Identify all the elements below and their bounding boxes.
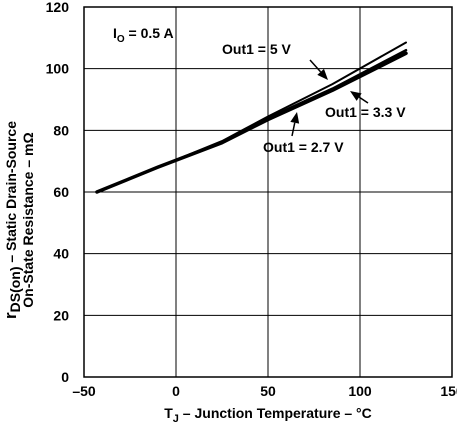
series-line [95,51,408,194]
x-tick-label: 0 [172,383,180,399]
arrow-line [291,122,296,137]
y-tick-label: 100 [46,61,70,77]
arrow-line [309,59,322,73]
arrow-head [290,112,300,124]
annotation-arrows [290,59,369,137]
series-group [95,41,408,194]
arrow-head [350,91,362,101]
arrow-head [317,68,328,80]
condition-label: IO = 0.5 A [113,25,174,45]
y-axis-label-line1: rDS(on) – Static Drain-Source [1,121,23,319]
arrow-line [358,96,369,104]
x-axis-label: TJ – Junction Temperature – °C [164,405,372,424]
series-label-out1-5v: Out1 = 5 V [222,41,292,57]
x-tick-label: –50 [72,383,96,399]
y-tick-label: 0 [61,369,69,385]
series-label-out1-3v3: Out1 = 3.3 V [325,104,406,120]
y-tick-label: 60 [53,184,69,200]
y-axis-label-line2: On-State Resistance – mΩ [20,132,36,307]
y-tick-label: 20 [53,307,69,323]
y-tick-label: 80 [53,122,69,138]
x-tick-label: 50 [260,383,276,399]
y-tick-labels: 0 20 40 60 80 100 120 [46,0,70,385]
y-tick-label: 40 [53,246,69,262]
x-tick-label: 100 [348,383,372,399]
grid-lines [84,7,452,377]
x-tick-labels: –50 0 50 100 150 [72,383,457,399]
x-tick-label: 150 [440,383,457,399]
plot-frame [83,6,453,378]
y-tick-label: 120 [46,0,70,15]
series-label-out1-2v7: Out1 = 2.7 V [263,139,344,155]
